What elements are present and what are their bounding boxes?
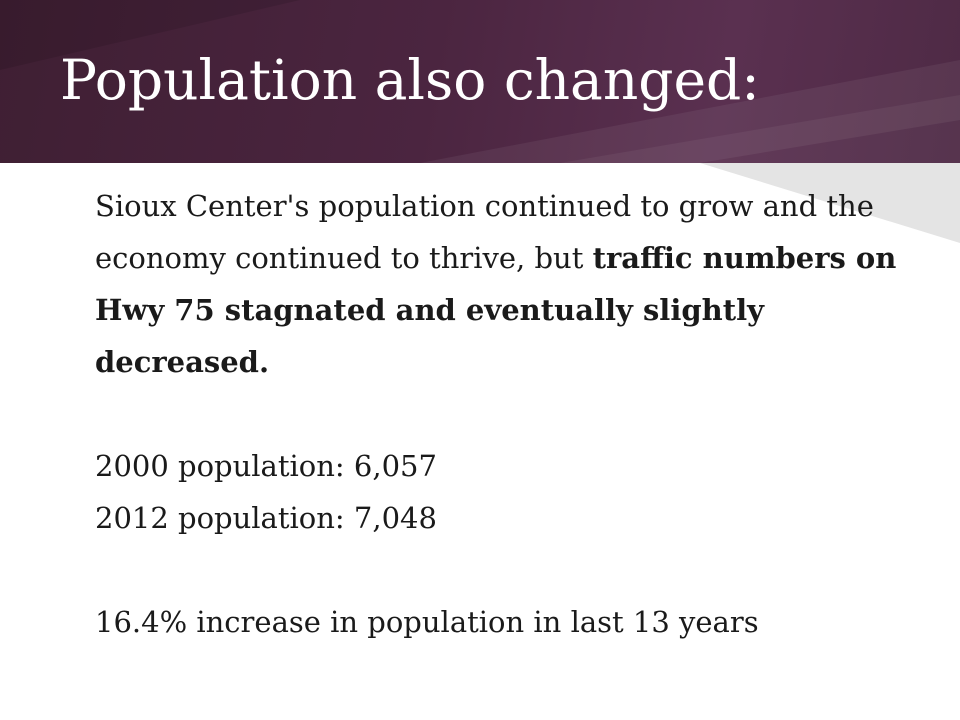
population-2000: 2000 population: 6,057 xyxy=(95,449,437,483)
population-2012: 2012 population: 7,048 xyxy=(95,501,437,535)
intro-plain-text: Sioux Center's population continued to g… xyxy=(95,189,874,275)
intro-bold-text: traffic numbers on Hwy 75 stagnated and … xyxy=(95,241,897,379)
spacer xyxy=(95,388,915,440)
slide-title: Population also changed: xyxy=(60,48,760,112)
population-increase: 16.4% increase in population in last 13 … xyxy=(95,605,759,639)
intro-paragraph: Sioux Center's population continued to g… xyxy=(95,180,915,388)
spacer xyxy=(95,544,915,596)
slide-body: Sioux Center's population continued to g… xyxy=(95,180,915,648)
title-band: Population also changed: xyxy=(0,0,960,163)
